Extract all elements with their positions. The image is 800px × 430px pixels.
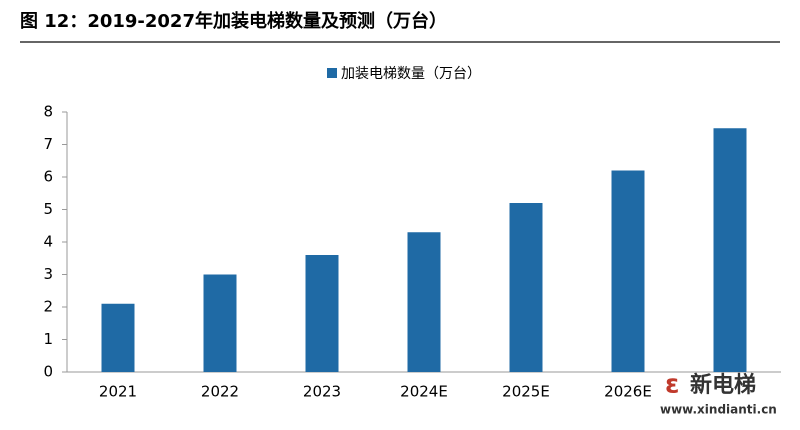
bar xyxy=(407,232,441,372)
y-tick-label: 6 xyxy=(43,168,53,186)
watermark: ε 新电梯 www.xindianti.cn xyxy=(660,370,777,417)
y-tick-label: 2 xyxy=(43,298,53,316)
y-tick-label: 0 xyxy=(43,363,53,381)
x-tick-label: 2023 xyxy=(303,383,341,401)
legend-label: 加装电梯数量（万台） xyxy=(341,66,481,82)
legend-swatch xyxy=(327,68,337,78)
y-tick-label: 3 xyxy=(43,265,53,283)
watermark-logo: ε xyxy=(665,370,679,400)
bar xyxy=(203,274,237,372)
y-tick-label: 5 xyxy=(43,200,53,218)
x-tick-label: 2024E xyxy=(400,383,448,401)
watermark-name: 新电梯 xyxy=(690,372,756,398)
x-tick-label: 2025E xyxy=(502,383,550,401)
x-tick-label: 2022 xyxy=(201,383,239,401)
y-tick-label: 7 xyxy=(43,135,53,153)
y-tick-label: 8 xyxy=(43,103,53,121)
y-tick-label: 4 xyxy=(43,233,53,251)
bar xyxy=(509,203,543,372)
x-tick-label: 2026E xyxy=(604,383,652,401)
bar xyxy=(713,128,747,372)
bar xyxy=(101,303,135,372)
bar xyxy=(305,255,339,372)
x-tick-label: 2021 xyxy=(99,383,137,401)
chart-title: 图 12：2019-2027年加装电梯数量及预测（万台） xyxy=(20,10,447,32)
watermark-url: www.xindianti.cn xyxy=(660,403,777,417)
bar xyxy=(611,170,645,372)
y-tick-label: 1 xyxy=(43,330,53,348)
